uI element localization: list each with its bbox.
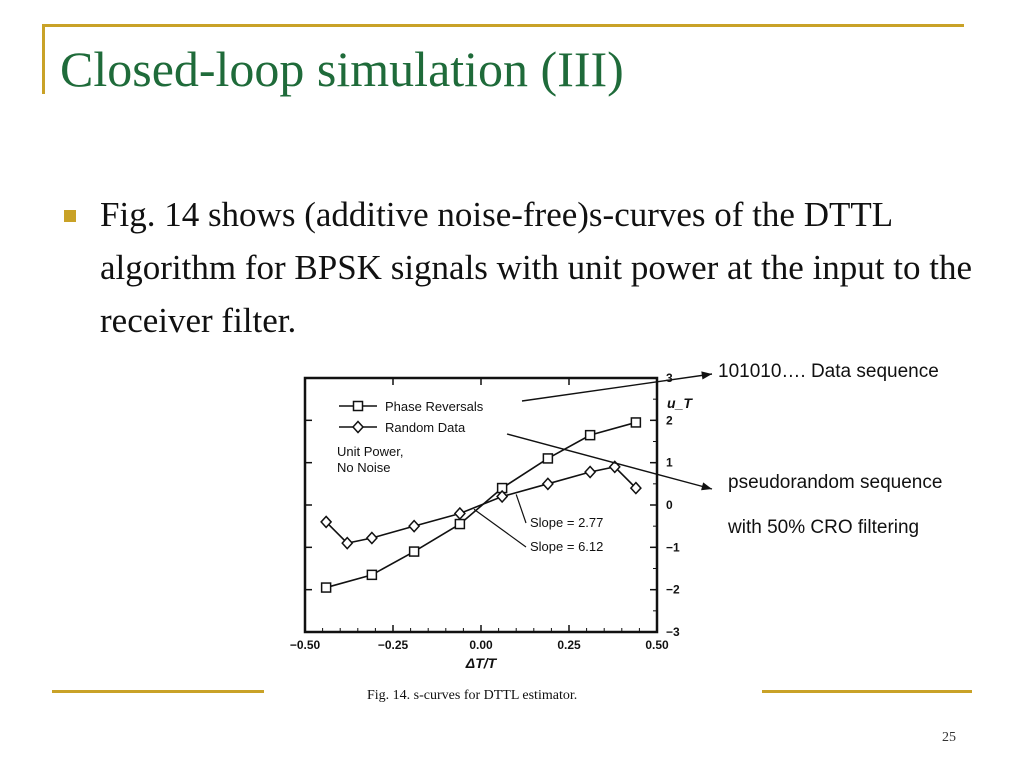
- y-tick-label: 1: [666, 456, 673, 470]
- x-tick-label: 0.25: [557, 638, 581, 652]
- title-frame-horizontal: [42, 24, 964, 27]
- x-tick-label: 0.00: [469, 638, 493, 652]
- data-point-0: [630, 417, 642, 428]
- data-point-0: [584, 429, 596, 441]
- page-number: 25: [942, 730, 956, 745]
- y-tick-label: −2: [666, 583, 680, 597]
- x-tick-label: −0.25: [378, 638, 409, 652]
- data-point-1: [584, 465, 597, 479]
- series-line-0: [325, 421, 637, 589]
- data-point-1: [365, 531, 378, 545]
- arrow-pseudorandom: [506, 433, 713, 490]
- data-point-1: [496, 489, 509, 504]
- y-tick-label: 2: [666, 413, 673, 427]
- legend-label: Phase Reversals: [385, 399, 484, 414]
- annotation-data-sequence: 101010…. Data sequence: [718, 361, 939, 382]
- slope-label: Slope = 2.77: [530, 515, 603, 530]
- legend-marker: [351, 420, 365, 434]
- data-point-0: [320, 582, 332, 593]
- data-point-1: [629, 481, 642, 495]
- data-point-1: [341, 536, 354, 550]
- slope-label: Slope = 6.12: [530, 539, 603, 554]
- series-line-1: [325, 466, 637, 544]
- arrow-data-sequence: [521, 373, 713, 402]
- y-tick-label: 0: [666, 498, 673, 512]
- y-tick-label: 3: [666, 371, 673, 385]
- data-point-0: [542, 453, 554, 464]
- annotation-pseudorandom-line1: pseudorandom sequence: [728, 472, 943, 493]
- footer-line-right: [762, 690, 972, 693]
- arrow-pseudorandom-head: [701, 482, 712, 491]
- slope-leader-line: [515, 494, 527, 524]
- data-point-1: [408, 519, 421, 533]
- y-axis-label: u_T: [667, 395, 693, 411]
- slide-title: Closed-loop simulation (III): [60, 41, 624, 97]
- y-tick-label: −3: [666, 625, 680, 639]
- figure-caption: Fig. 14. s-curves for DTTL estimator.: [367, 688, 578, 703]
- data-point-0: [408, 546, 420, 557]
- bullet-text: Fig. 14 shows (additive noise-free)s-cur…: [100, 195, 973, 340]
- x-tick-label: 0.50: [645, 638, 669, 652]
- chart-note: Unit Power,: [337, 444, 403, 459]
- arrow-data-sequence-head: [701, 371, 712, 380]
- data-point-1: [541, 477, 554, 491]
- legend-marker: [352, 400, 364, 412]
- data-point-0: [366, 569, 378, 581]
- legend-label: Random Data: [385, 420, 466, 435]
- bullet-square-icon: [64, 210, 76, 222]
- data-point-1: [453, 506, 466, 521]
- annotation-pseudorandom-line2: with 50% CRO filtering: [728, 517, 920, 538]
- data-point-0: [454, 518, 466, 530]
- chart-note: No Noise: [337, 460, 390, 475]
- slope-leader-line: [473, 508, 527, 548]
- footer-line-left: [52, 690, 264, 693]
- x-axis-label: ΔT/T: [465, 655, 498, 671]
- title-frame-vertical: [42, 24, 45, 94]
- x-tick-label: −0.50: [290, 638, 321, 652]
- y-tick-label: −1: [666, 540, 680, 554]
- data-point-1: [320, 515, 333, 529]
